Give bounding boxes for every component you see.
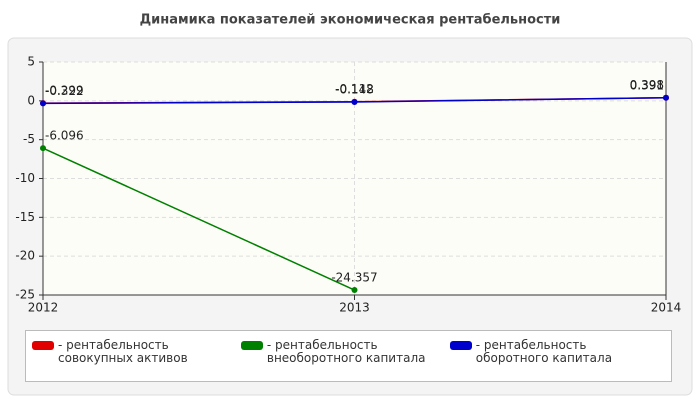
legend-item: рентабельность оборотного капитала <box>449 339 659 373</box>
legend-label: рентабельность совокупных активов <box>58 339 238 365</box>
y-tick-label: 0 <box>27 93 35 107</box>
data-label: -0.148 <box>335 82 374 96</box>
data-label: -0.322 <box>45 84 84 98</box>
y-tick-label: 5 <box>27 55 35 69</box>
legend: рентабельность совокупных активов рентабе… <box>25 330 672 382</box>
x-tick-label: 2013 <box>339 301 370 315</box>
x-tick-label: 2014 <box>651 301 682 315</box>
point <box>351 287 358 294</box>
legend-swatch <box>32 341 54 350</box>
chart-title: Динамика показателей экономическая рента… <box>140 13 561 28</box>
series-line <box>42 147 355 291</box>
legend-label: рентабельность оборотного капитала <box>476 339 656 365</box>
point <box>40 145 46 152</box>
data-label: -6.096 <box>45 129 84 143</box>
legend-label: рентабельность внеоборотного капитала <box>267 339 447 365</box>
y-tick-label: -20 <box>15 249 35 263</box>
data-label: -24.357 <box>331 271 377 285</box>
point <box>40 100 46 107</box>
x-tick-label: 2012 <box>28 301 59 315</box>
y-tick-label: -25 <box>15 288 35 302</box>
legend-swatch <box>240 341 263 350</box>
point <box>351 98 358 105</box>
data-label: -0.299 <box>45 84 84 98</box>
y-tick-label: -15 <box>15 210 35 224</box>
y-tick-label: -5 <box>23 132 35 146</box>
y-tick-label: -10 <box>15 171 35 185</box>
data-label: 0.391 <box>630 78 664 92</box>
point <box>663 94 669 101</box>
data-label: -0.112 <box>335 82 374 96</box>
legend-item: рентабельность внеоборотного капитала <box>240 339 450 373</box>
legend-swatch <box>449 341 472 350</box>
data-label: 0.398 <box>630 78 664 92</box>
legend-item: рентабельность совокупных активов <box>32 339 241 373</box>
